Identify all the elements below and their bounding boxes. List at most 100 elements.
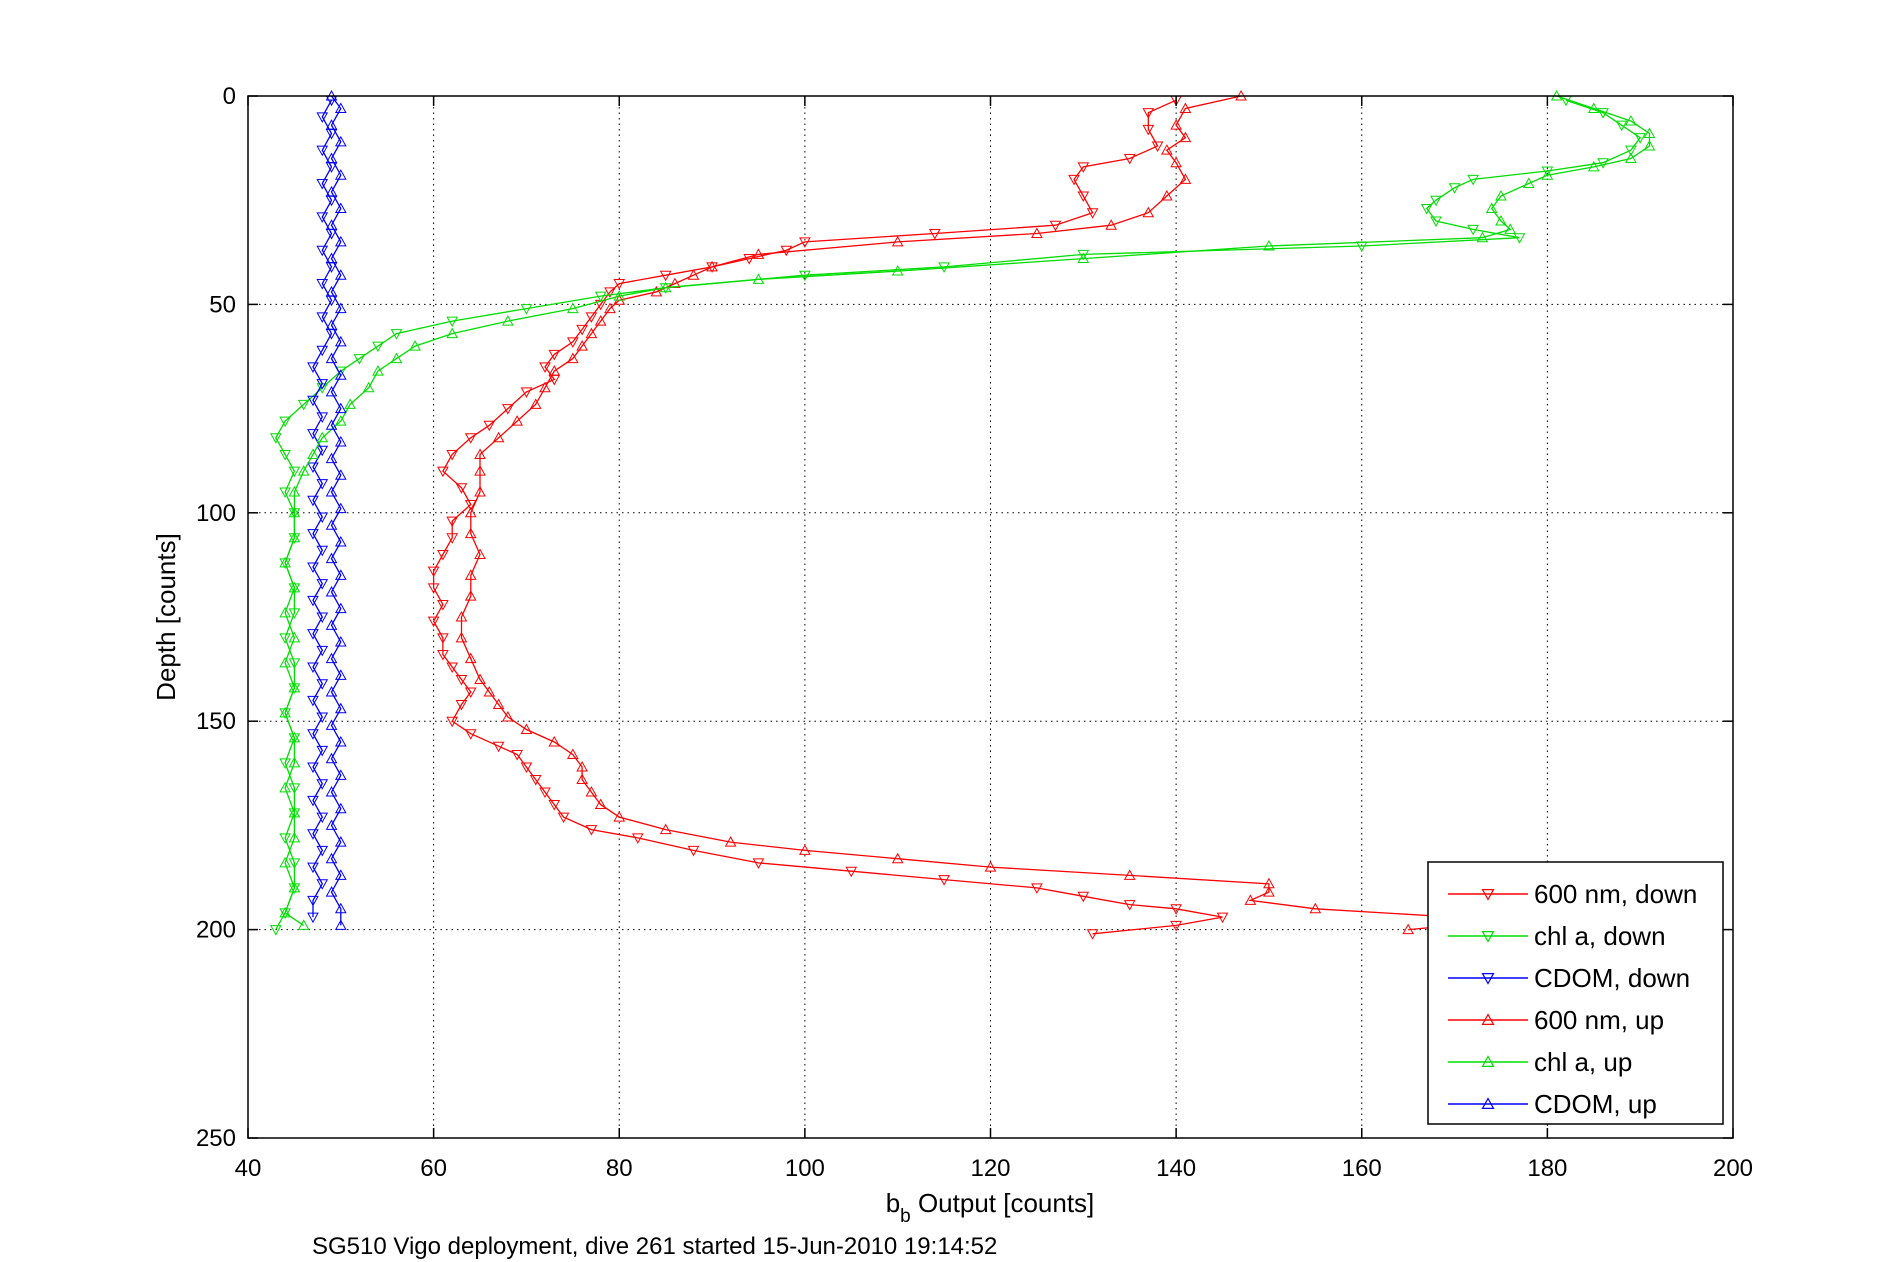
data-point bbox=[325, 786, 338, 797]
series-line bbox=[460, 95, 1456, 931]
data-point bbox=[325, 552, 338, 564]
data-point bbox=[1077, 891, 1090, 903]
data-point bbox=[474, 448, 486, 459]
data-point bbox=[1179, 102, 1192, 114]
data-point bbox=[427, 616, 440, 628]
data-point bbox=[334, 415, 347, 426]
data-point bbox=[325, 219, 338, 230]
data-point bbox=[307, 429, 319, 440]
data-point bbox=[1522, 177, 1535, 189]
data-point bbox=[316, 212, 329, 223]
data-point bbox=[269, 925, 282, 936]
data-point bbox=[483, 420, 496, 432]
data-point bbox=[1216, 912, 1229, 924]
data-point bbox=[1142, 108, 1155, 119]
data-point bbox=[1179, 131, 1192, 143]
data-point bbox=[539, 381, 551, 393]
y-tick-label: 50 bbox=[209, 291, 236, 318]
data-point bbox=[1142, 124, 1155, 136]
data-point bbox=[307, 448, 319, 459]
data-point bbox=[631, 833, 644, 844]
data-point bbox=[325, 485, 338, 497]
data-point bbox=[1587, 102, 1600, 114]
data-point bbox=[520, 723, 533, 735]
data-point bbox=[1597, 108, 1609, 119]
data-point bbox=[325, 886, 338, 897]
data-point bbox=[446, 449, 459, 461]
data-point bbox=[576, 761, 588, 772]
legend-swatch-marker bbox=[1481, 1055, 1495, 1068]
data-point bbox=[1485, 202, 1498, 214]
data-point bbox=[585, 327, 598, 339]
data-point bbox=[502, 315, 514, 326]
data-point bbox=[334, 602, 347, 614]
data-point bbox=[325, 852, 338, 864]
data-point bbox=[372, 341, 384, 353]
data-point bbox=[316, 545, 329, 557]
data-point bbox=[353, 354, 366, 365]
data-point bbox=[1495, 190, 1507, 201]
data-point bbox=[307, 912, 319, 924]
data-point bbox=[1467, 174, 1479, 186]
data-point bbox=[325, 685, 338, 697]
data-point bbox=[1504, 223, 1517, 234]
data-point bbox=[891, 852, 904, 864]
data-point bbox=[502, 404, 514, 415]
data-point bbox=[594, 291, 607, 303]
data-point bbox=[316, 512, 329, 523]
data-point bbox=[1077, 191, 1090, 203]
data-point bbox=[334, 402, 347, 414]
data-point bbox=[307, 762, 319, 774]
data-point bbox=[1179, 173, 1192, 184]
data-point bbox=[1049, 220, 1062, 232]
figure-caption: SG510 Vigo deployment, dive 261 started … bbox=[312, 1233, 997, 1260]
data-point bbox=[474, 548, 486, 559]
data-point bbox=[334, 802, 347, 814]
legend-item: chl a, down bbox=[1448, 921, 1666, 951]
data-point bbox=[325, 519, 338, 530]
data-point bbox=[307, 495, 319, 507]
x-tick-label: 180 bbox=[1527, 1155, 1567, 1182]
data-point bbox=[288, 806, 301, 818]
data-point bbox=[1105, 219, 1118, 230]
data-point bbox=[269, 433, 282, 444]
series-line bbox=[330, 95, 342, 926]
data-point bbox=[279, 487, 291, 498]
data-point bbox=[1068, 174, 1080, 186]
x-tick-label: 60 bbox=[420, 1155, 447, 1182]
data-point bbox=[325, 585, 338, 597]
data-point bbox=[288, 731, 301, 743]
data-point bbox=[307, 562, 319, 574]
data-point bbox=[334, 369, 347, 380]
data-point bbox=[316, 145, 329, 157]
data-point bbox=[520, 304, 533, 315]
data-point bbox=[325, 819, 338, 830]
data-point bbox=[557, 812, 570, 824]
data-point bbox=[334, 135, 347, 147]
y-tick-label: 200 bbox=[196, 917, 236, 944]
data-point bbox=[288, 681, 301, 693]
legend-swatch-marker bbox=[1481, 1097, 1495, 1110]
y-tick-label: 250 bbox=[196, 1125, 236, 1152]
data-point bbox=[659, 823, 672, 835]
data-point bbox=[706, 260, 718, 272]
x-tick-label: 100 bbox=[785, 1155, 825, 1182]
data-point bbox=[334, 902, 347, 914]
data-point bbox=[279, 656, 291, 668]
data-point bbox=[446, 327, 459, 339]
data-point bbox=[492, 741, 505, 753]
data-point bbox=[464, 506, 477, 518]
data-point bbox=[594, 798, 607, 810]
data-point bbox=[437, 466, 449, 478]
data-point bbox=[372, 365, 384, 376]
data-point bbox=[446, 516, 459, 528]
legend-swatch-marker bbox=[1481, 930, 1495, 943]
data-point bbox=[1495, 215, 1507, 226]
data-point bbox=[464, 729, 477, 740]
data-point bbox=[1244, 894, 1257, 905]
legend-swatch-marker bbox=[1481, 972, 1495, 985]
data-point bbox=[1541, 169, 1554, 180]
data-point bbox=[334, 635, 347, 647]
data-point bbox=[316, 645, 329, 657]
data-point bbox=[307, 862, 319, 874]
